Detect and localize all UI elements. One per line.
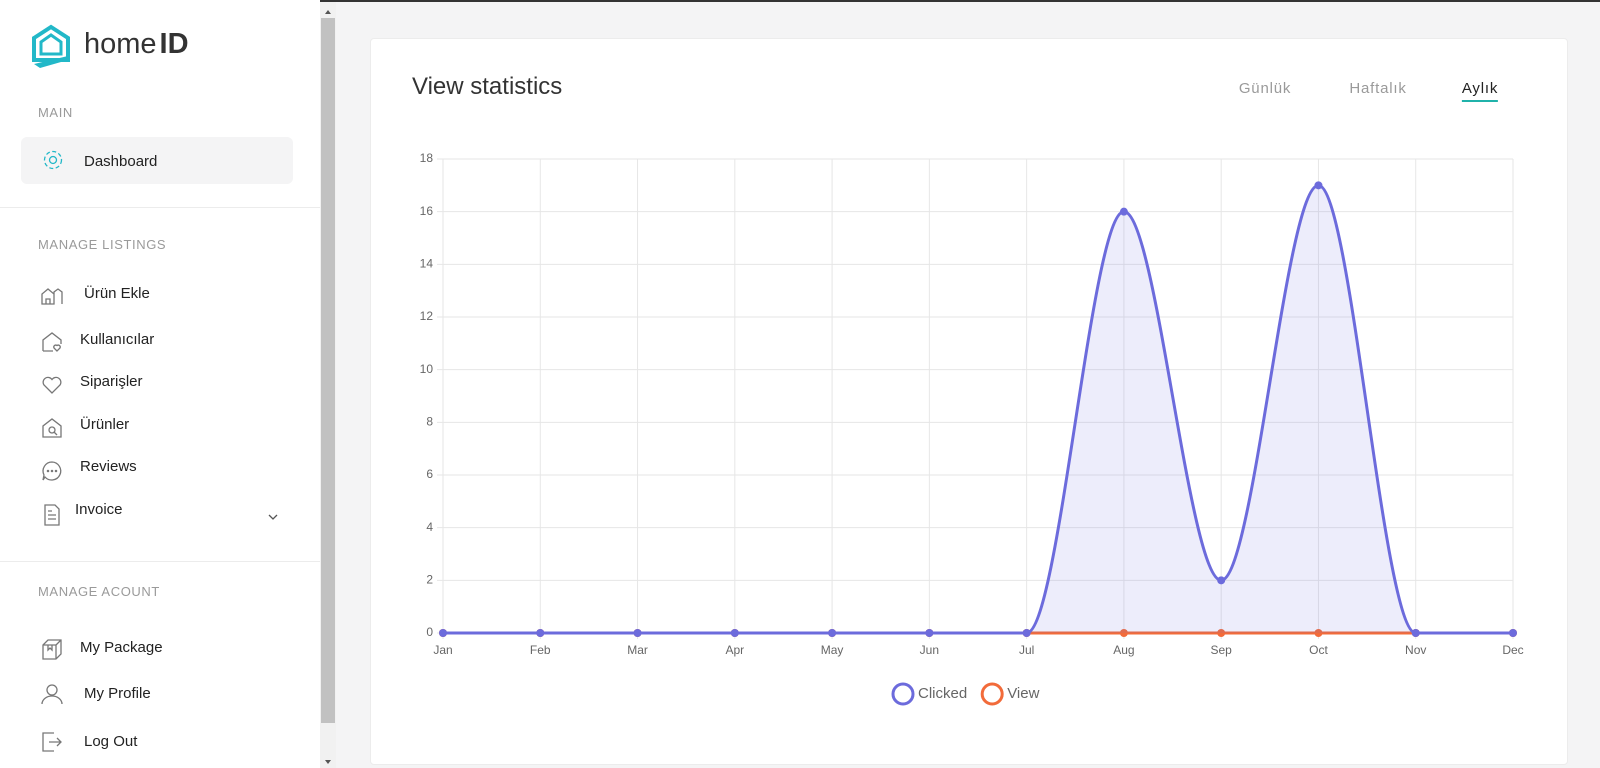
point xyxy=(1314,181,1323,190)
nav-item[interactable]: Ürünler xyxy=(80,416,130,433)
point xyxy=(1119,629,1128,637)
nav-item[interactable]: Invoice xyxy=(75,501,123,518)
point xyxy=(1217,576,1226,585)
section-title: MAIN xyxy=(38,105,73,120)
nav-item[interactable]: Siparişler xyxy=(80,373,143,390)
y-tick-label: 8 xyxy=(426,415,433,429)
icon-heart xyxy=(42,376,62,394)
y-tick-label: 2 xyxy=(426,573,433,587)
x-tick-label: Jan xyxy=(433,643,452,657)
icon-home-search xyxy=(42,418,62,438)
x-tick-label: Sep xyxy=(1211,643,1233,657)
top-border xyxy=(0,0,1600,2)
line xyxy=(443,183,1513,635)
legend-label: Clicked xyxy=(918,685,967,702)
logo-light: home xyxy=(84,28,157,60)
nav-item[interactable]: Reviews xyxy=(80,458,137,475)
icon-invoice xyxy=(44,504,60,526)
divider xyxy=(0,561,320,562)
y-tick-label: 14 xyxy=(420,257,434,271)
x-tick-label: Mar xyxy=(627,643,648,657)
chevron[interactable] xyxy=(268,513,278,521)
x-tick-label: Jun xyxy=(920,643,939,657)
area xyxy=(443,185,1513,634)
legend-marker xyxy=(980,682,1004,706)
x-tick-label: Aug xyxy=(1113,643,1134,657)
point xyxy=(1314,629,1323,637)
tab[interactable]: Aylık xyxy=(1461,80,1499,102)
x-tick-label: Nov xyxy=(1405,643,1426,657)
nav-item[interactable]: My Profile xyxy=(84,685,151,702)
point xyxy=(1022,629,1031,637)
icon-package xyxy=(42,639,62,660)
x-tick-label: May xyxy=(821,643,844,657)
point xyxy=(1411,629,1420,637)
nav-item[interactable]: Kullanıcılar xyxy=(80,331,155,348)
x-tick-label: Oct xyxy=(1309,643,1328,657)
active-item-bg[interactable] xyxy=(21,137,293,184)
icon-logout xyxy=(42,732,62,752)
icon-chat xyxy=(42,461,62,481)
icon-gear xyxy=(43,150,63,170)
logo-icon xyxy=(32,24,70,68)
icon-user xyxy=(41,684,63,705)
point xyxy=(1509,629,1517,637)
icon-buildings xyxy=(41,288,63,305)
y-tick-label: 12 xyxy=(420,309,434,323)
x-tick-label: Apr xyxy=(725,643,744,657)
tab[interactable]: Haftalık xyxy=(1349,80,1407,97)
divider xyxy=(0,207,320,208)
y-tick-label: 0 xyxy=(426,625,433,639)
point xyxy=(536,629,545,637)
logo-bold: ID xyxy=(159,28,189,60)
point xyxy=(828,629,837,637)
x-tick-label: Dec xyxy=(1502,643,1523,657)
legend-marker xyxy=(891,682,915,706)
section-title: MANAGE ACOUNT xyxy=(38,584,160,599)
y-tick-label: 6 xyxy=(426,467,433,481)
nav-item[interactable]: Log Out xyxy=(84,733,138,750)
x-tick-label: Feb xyxy=(530,643,551,657)
y-tick-label: 18 xyxy=(420,151,434,165)
y-tick-label: 16 xyxy=(420,204,434,218)
nav-item[interactable]: Dashboard xyxy=(84,153,158,170)
nav-item[interactable]: My Package xyxy=(80,639,163,656)
point xyxy=(633,629,642,637)
nav-item[interactable]: Ürün Ekle xyxy=(84,285,150,302)
point xyxy=(1119,207,1128,216)
logo: home ID xyxy=(84,28,189,61)
y-tick-label: 4 xyxy=(426,520,433,534)
sidebar: home ID MAIN Dashboard MANAGE LISTINGS Ür… xyxy=(0,0,320,768)
x-tick-label: Jul xyxy=(1019,643,1034,657)
point xyxy=(730,629,739,637)
y-tick-label: 10 xyxy=(420,362,434,376)
point xyxy=(1217,629,1226,637)
section-title: MANAGE LISTINGS xyxy=(38,237,167,252)
icon-home-heart xyxy=(42,332,62,352)
point xyxy=(439,629,447,637)
legend-label: View xyxy=(1007,685,1039,702)
scrollbar-thumb[interactable] xyxy=(321,18,335,723)
point xyxy=(925,629,934,637)
tab[interactable]: Günlük xyxy=(1238,80,1292,97)
card-title: View statistics xyxy=(412,73,563,100)
